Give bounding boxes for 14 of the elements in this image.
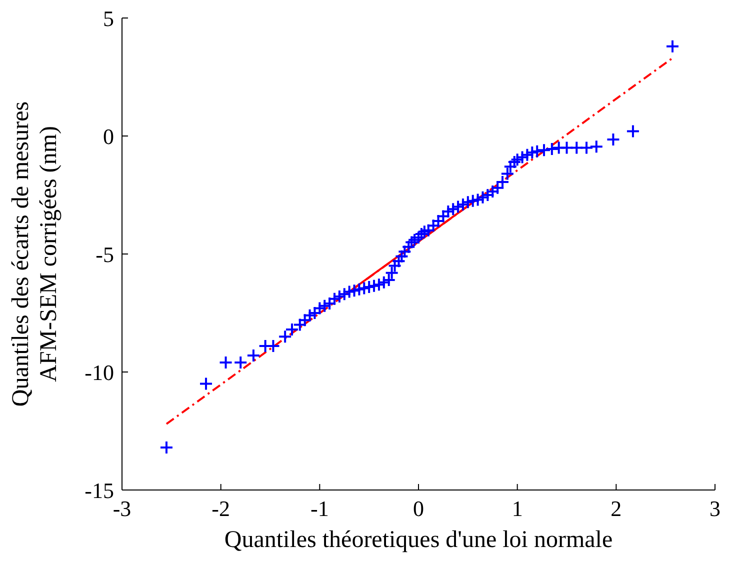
x-tick-label: 2 — [610, 496, 622, 521]
y-tick-label: -5 — [96, 242, 114, 267]
y-tick-label: 0 — [103, 124, 114, 149]
x-tick-label: 3 — [710, 496, 720, 521]
y-axis-title: Quantiles des écarts de mesures AFM-SEM corrigées (nm) — [8, 101, 62, 407]
y-tick-label: 5 — [103, 6, 114, 31]
x-tick-label: -3 — [112, 496, 132, 521]
x-tick-label: -1 — [310, 496, 329, 521]
x-tick-label: 0 — [413, 496, 424, 521]
x-tick-label: -2 — [212, 496, 230, 521]
x-axis-title: Quantiles théoretiques d'une loi normale — [224, 527, 613, 553]
y-tick-label: -15 — [84, 478, 114, 503]
x-tick-label: 1 — [512, 496, 523, 521]
y-tick-label: -10 — [84, 360, 114, 385]
